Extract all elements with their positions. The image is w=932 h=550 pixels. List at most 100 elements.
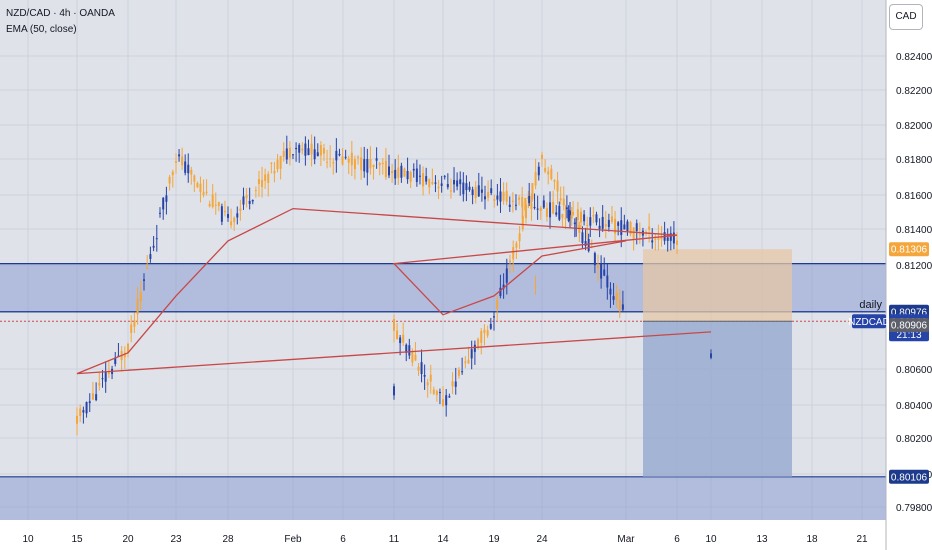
candle-body: [288, 147, 291, 158]
price-label-text: NZDCAD: [848, 317, 890, 328]
candle-body: [409, 171, 412, 182]
candle-body: [595, 214, 598, 223]
candle-body: [496, 299, 499, 309]
candle-body: [76, 415, 78, 424]
y-tick-label: 0.82400: [896, 52, 932, 63]
x-tick-label: 11: [389, 534, 400, 545]
candle-body: [319, 145, 322, 156]
candle-body: [489, 323, 492, 329]
currency-button[interactable]: CAD: [889, 4, 923, 30]
candle-body: [95, 394, 98, 401]
candle-body: [620, 220, 623, 236]
candle-body: [618, 299, 621, 311]
price-label-text: 21:13: [896, 330, 921, 341]
y-tick-label: 0.80200: [896, 434, 932, 445]
candle-body: [375, 158, 378, 161]
candle-body: [461, 371, 464, 373]
x-tick-label: Mar: [617, 534, 635, 545]
candle-body: [446, 184, 449, 188]
candle-body: [573, 222, 576, 225]
candle-body: [322, 148, 325, 154]
candle-body: [547, 171, 550, 175]
candle-body: [467, 359, 470, 364]
candle-body: [666, 237, 669, 241]
y-tick-label: 0.79800: [896, 503, 932, 514]
candle-body: [431, 182, 434, 184]
x-tick-label: 21: [856, 534, 868, 545]
candle-body: [353, 159, 356, 170]
candle-body: [537, 166, 540, 176]
candle-body: [292, 154, 294, 156]
candle-body: [393, 386, 395, 396]
candle-body: [545, 208, 548, 217]
candle-body: [565, 207, 568, 210]
time-axis[interactable]: [0, 520, 932, 550]
candle-body: [298, 144, 301, 153]
candle-body: [459, 179, 462, 185]
candle-body: [480, 330, 483, 343]
y-tick-label: 0.81600: [896, 191, 932, 202]
candle-body: [233, 217, 236, 222]
candle-body: [443, 176, 446, 178]
candle-body: [561, 214, 564, 218]
candle-body: [399, 337, 402, 344]
candle-body: [483, 329, 486, 334]
candle-body: [412, 168, 415, 171]
candle-body: [558, 205, 561, 220]
candle-body: [420, 362, 423, 375]
candle-body: [584, 240, 587, 246]
ema-line[interactable]: [76, 207, 712, 375]
candle-body: [499, 191, 502, 202]
candle-body: [208, 203, 211, 207]
candle-body: [405, 344, 408, 353]
candle-body: [569, 210, 571, 216]
candle-body: [499, 287, 502, 296]
candle-body: [578, 225, 581, 234]
candle-body: [442, 399, 444, 406]
price-label-text: 0.81306: [891, 245, 928, 256]
candle-body: [295, 147, 298, 150]
x-tick-label: 13: [756, 534, 768, 545]
candle-body: [414, 354, 417, 361]
candle-body: [397, 167, 400, 178]
candle-body: [556, 180, 559, 192]
candle-body: [417, 366, 420, 371]
indicator-title: EMA (50, close): [6, 24, 77, 35]
candle-body: [445, 395, 448, 406]
candle-body: [388, 166, 390, 176]
y-tick-label: 0.80600: [896, 365, 932, 376]
x-tick-label: 24: [536, 534, 548, 545]
candle-body: [434, 182, 437, 184]
candle-body: [264, 174, 267, 181]
candle-body: [91, 393, 94, 400]
x-tick-label: 19: [488, 534, 500, 545]
candle-body: [502, 284, 505, 289]
candle-body: [524, 197, 527, 211]
x-tick-label: Feb: [284, 534, 302, 545]
price-axis[interactable]: [886, 0, 932, 550]
candle-body: [473, 344, 476, 352]
candle-body: [710, 353, 712, 358]
candle-body: [490, 188, 493, 194]
candle-body: [171, 171, 174, 176]
candle-body: [418, 175, 421, 177]
candle-body: [604, 224, 607, 227]
candle-body: [155, 238, 158, 240]
candle-body: [598, 225, 601, 229]
candle-body: [217, 202, 220, 207]
stop-loss-box[interactable]: [643, 249, 792, 322]
chart-legend: NZD/CAD · 4h · OANDA EMA (50, close): [6, 6, 115, 38]
candle-body: [282, 150, 285, 157]
candle-body: [402, 334, 405, 343]
take-profit-box[interactable]: [643, 321, 792, 477]
candle-body: [676, 240, 678, 245]
candle-body: [471, 189, 474, 196]
candle-body: [432, 389, 435, 394]
price-label-tag: [889, 242, 929, 257]
candle-body: [236, 213, 239, 218]
candle-body: [326, 161, 329, 163]
candle-body: [586, 224, 589, 226]
candle-body: [515, 243, 518, 248]
